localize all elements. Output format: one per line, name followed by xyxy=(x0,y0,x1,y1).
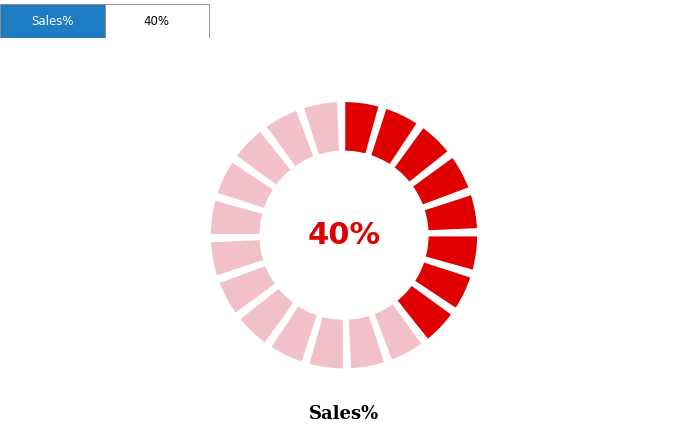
Text: Sales%: Sales% xyxy=(309,405,379,423)
Wedge shape xyxy=(270,305,319,363)
Text: 40%: 40% xyxy=(144,15,170,28)
Wedge shape xyxy=(393,126,449,183)
FancyBboxPatch shape xyxy=(105,4,209,38)
Wedge shape xyxy=(347,314,385,370)
Wedge shape xyxy=(396,284,453,340)
Wedge shape xyxy=(210,239,265,277)
Wedge shape xyxy=(210,199,264,235)
Wedge shape xyxy=(218,264,277,314)
Wedge shape xyxy=(235,130,292,186)
FancyBboxPatch shape xyxy=(0,4,105,38)
Wedge shape xyxy=(411,156,470,206)
Wedge shape xyxy=(265,109,315,168)
Wedge shape xyxy=(369,108,418,166)
Wedge shape xyxy=(308,315,344,370)
Wedge shape xyxy=(239,287,295,344)
Wedge shape xyxy=(303,101,341,156)
Wedge shape xyxy=(216,161,275,210)
Text: Sales%: Sales% xyxy=(31,15,74,28)
Wedge shape xyxy=(413,261,472,310)
Wedge shape xyxy=(373,302,423,361)
Text: 40%: 40% xyxy=(308,221,380,250)
Wedge shape xyxy=(423,194,478,232)
Wedge shape xyxy=(344,101,380,155)
Wedge shape xyxy=(424,235,478,271)
